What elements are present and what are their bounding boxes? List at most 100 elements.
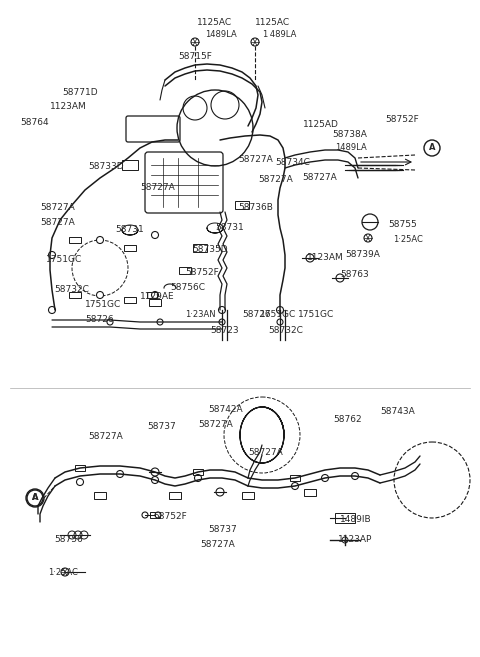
- Text: 1125AC: 1125AC: [197, 18, 232, 27]
- Text: 1751GC: 1751GC: [46, 255, 82, 264]
- Text: 1751GC: 1751GC: [85, 300, 121, 309]
- Text: 58738A: 58738A: [332, 130, 367, 139]
- Text: 58727A: 58727A: [198, 420, 233, 429]
- Text: 58752F: 58752F: [185, 268, 219, 277]
- Text: 58735D: 58735D: [192, 245, 228, 254]
- Bar: [193, 244, 207, 252]
- Text: A: A: [429, 143, 435, 152]
- Circle shape: [364, 234, 372, 242]
- Circle shape: [276, 307, 284, 313]
- Bar: [122, 160, 138, 170]
- Circle shape: [362, 214, 378, 230]
- Text: 58715F: 58715F: [178, 52, 212, 61]
- Text: 1·23AN: 1·23AN: [185, 310, 216, 319]
- Circle shape: [291, 482, 299, 489]
- Text: 58743A: 58743A: [380, 407, 415, 416]
- Text: 58726: 58726: [242, 310, 271, 319]
- Circle shape: [342, 537, 348, 543]
- Bar: [69, 292, 81, 298]
- Circle shape: [27, 490, 43, 506]
- Bar: [169, 491, 181, 499]
- Text: 1125AD: 1125AD: [303, 120, 339, 129]
- Circle shape: [194, 474, 202, 482]
- Text: 58727A: 58727A: [200, 540, 235, 549]
- Text: 58755: 58755: [388, 220, 417, 229]
- Text: 1489LA: 1489LA: [205, 30, 237, 39]
- Text: 1123AM: 1123AM: [307, 253, 344, 262]
- Circle shape: [424, 140, 440, 156]
- Text: 1123AP: 1123AP: [338, 535, 372, 544]
- Text: 58727A: 58727A: [40, 218, 75, 227]
- Bar: [149, 298, 161, 306]
- Circle shape: [117, 470, 123, 478]
- Circle shape: [96, 292, 104, 298]
- Text: 58727A: 58727A: [40, 203, 75, 212]
- Text: 1489IB: 1489IB: [340, 515, 372, 524]
- Circle shape: [107, 319, 113, 325]
- Circle shape: [322, 474, 328, 482]
- Text: 58731: 58731: [115, 225, 144, 234]
- Text: 58739A: 58739A: [345, 250, 380, 259]
- Circle shape: [61, 568, 69, 576]
- Text: 58727A: 58727A: [302, 173, 337, 182]
- Text: 58723: 58723: [210, 326, 239, 335]
- Text: 58736B: 58736B: [238, 203, 273, 212]
- Text: 58752F: 58752F: [385, 115, 419, 124]
- Circle shape: [151, 468, 159, 476]
- Circle shape: [157, 319, 163, 325]
- Bar: [147, 292, 157, 298]
- Circle shape: [351, 472, 359, 480]
- Text: 58732C: 58732C: [54, 285, 89, 294]
- Circle shape: [216, 488, 224, 496]
- Text: 1125AC: 1125AC: [255, 18, 290, 27]
- Bar: [290, 475, 300, 481]
- Text: 58742A: 58742A: [208, 405, 242, 414]
- Text: 58727A: 58727A: [248, 448, 283, 457]
- Circle shape: [26, 489, 44, 507]
- Text: 58727A: 58727A: [258, 175, 293, 184]
- Circle shape: [152, 292, 158, 298]
- Circle shape: [96, 237, 104, 244]
- Bar: [150, 512, 160, 518]
- Text: 58771D: 58771D: [62, 88, 97, 97]
- Text: 58731: 58731: [215, 223, 244, 232]
- Circle shape: [152, 231, 158, 238]
- Text: 58764: 58764: [20, 118, 48, 127]
- Text: A: A: [32, 493, 38, 503]
- Bar: [75, 465, 85, 471]
- Text: 58727A: 58727A: [238, 155, 273, 164]
- Text: 58756: 58756: [54, 535, 83, 544]
- Text: 58763: 58763: [340, 270, 369, 279]
- Bar: [69, 237, 81, 243]
- Text: 58734C: 58734C: [275, 158, 310, 167]
- Text: 58727A: 58727A: [88, 432, 123, 441]
- Text: 58752F: 58752F: [153, 512, 187, 521]
- Bar: [235, 201, 249, 209]
- Text: 1489LA: 1489LA: [335, 143, 367, 152]
- Text: 58733D: 58733D: [88, 162, 124, 171]
- Circle shape: [48, 307, 56, 313]
- Circle shape: [142, 512, 148, 518]
- Bar: [94, 491, 106, 499]
- Circle shape: [277, 319, 283, 325]
- Bar: [242, 491, 254, 499]
- Circle shape: [152, 476, 158, 484]
- Text: 1751GC: 1751GC: [260, 310, 296, 319]
- Circle shape: [306, 254, 314, 262]
- Circle shape: [251, 38, 259, 46]
- Text: 1·25AC: 1·25AC: [48, 568, 78, 577]
- Bar: [335, 513, 355, 523]
- Text: 58737: 58737: [208, 525, 237, 534]
- Text: 1751GC: 1751GC: [298, 310, 334, 319]
- Bar: [179, 267, 191, 273]
- Bar: [304, 489, 316, 495]
- Circle shape: [76, 478, 84, 486]
- Bar: [124, 297, 136, 303]
- Circle shape: [48, 252, 56, 258]
- Text: 1129AE: 1129AE: [140, 292, 175, 301]
- Text: 1·25AC: 1·25AC: [393, 235, 423, 244]
- Text: 58727A: 58727A: [140, 183, 175, 192]
- Circle shape: [336, 274, 344, 282]
- Text: 58737: 58737: [147, 422, 176, 431]
- Circle shape: [155, 512, 161, 518]
